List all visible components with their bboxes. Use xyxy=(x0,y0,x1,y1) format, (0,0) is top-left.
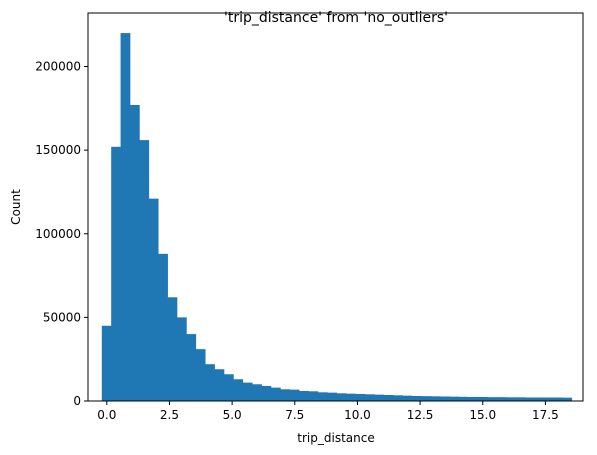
histogram-bar xyxy=(233,379,244,401)
histogram-bar xyxy=(534,397,544,401)
x-axis-ticks: 0.0 2.5 5.0 7.5 10.0 12.5 15.0 17.5 xyxy=(97,401,559,422)
x-axis-label: trip_distance xyxy=(297,431,374,445)
histogram-bar xyxy=(505,397,516,401)
x-tick-label: 10.0 xyxy=(344,408,371,422)
histogram-bar xyxy=(111,146,121,401)
histogram-bar xyxy=(317,392,328,401)
histogram-bar xyxy=(261,385,272,401)
histogram-bar xyxy=(129,104,140,401)
histogram-bar xyxy=(270,387,281,401)
histogram-bar xyxy=(477,396,488,401)
histogram-bar xyxy=(186,334,197,401)
x-tick-label: 7.5 xyxy=(285,408,304,422)
histogram-bar xyxy=(496,397,507,401)
x-tick-label: 15.0 xyxy=(469,408,496,422)
histogram-bar xyxy=(158,253,168,401)
histogram-bar xyxy=(515,397,526,401)
histogram-bar xyxy=(487,397,497,401)
x-tick-label: 2.5 xyxy=(160,408,179,422)
histogram-bar xyxy=(458,396,469,401)
histogram-bar xyxy=(355,393,366,401)
x-tick-label: 5.0 xyxy=(223,408,242,422)
histogram-bar xyxy=(280,389,291,401)
y-tick-label: 0 xyxy=(73,394,81,408)
histogram-bar xyxy=(205,364,215,401)
y-tick-label: 150000 xyxy=(35,143,81,157)
histogram-bar xyxy=(252,384,262,401)
chart-title: 'trip_distance' from 'no_outliers' xyxy=(224,10,448,26)
histogram-bar xyxy=(562,397,573,401)
y-tick-label: 50000 xyxy=(43,310,81,324)
histogram-bar xyxy=(101,325,112,401)
y-axis-ticks: 0 50000 100000 150000 200000 xyxy=(35,60,88,408)
histogram-bar xyxy=(430,396,441,401)
histogram-bar xyxy=(393,395,403,401)
y-tick-label: 200000 xyxy=(35,60,81,74)
histogram-bar xyxy=(402,395,413,401)
histogram-bar xyxy=(148,198,159,401)
histogram-bar xyxy=(299,390,309,401)
histogram-bar xyxy=(524,397,535,401)
histogram-bar xyxy=(468,396,479,401)
y-axis-label: Count xyxy=(9,189,23,225)
histogram-bar xyxy=(176,317,187,401)
histogram-bar xyxy=(383,394,394,401)
bars-group xyxy=(101,33,573,401)
plot-frame xyxy=(87,12,584,402)
histogram-bar xyxy=(543,397,554,401)
histogram-bar xyxy=(167,297,178,401)
histogram-bar xyxy=(440,396,450,401)
histogram-bar xyxy=(421,396,432,401)
histogram-bar xyxy=(242,382,253,401)
histogram-bar xyxy=(139,140,150,401)
histogram-bar xyxy=(346,393,356,401)
histogram-bar xyxy=(374,394,385,401)
histogram-bar xyxy=(411,395,422,401)
histogram-bar xyxy=(289,389,300,401)
histogram-bar xyxy=(214,369,225,401)
x-tick-label: 12.5 xyxy=(407,408,434,422)
x-tick-label: 0.0 xyxy=(97,408,116,422)
histogram-bar xyxy=(552,397,563,401)
y-tick-label: 100000 xyxy=(35,227,81,241)
histogram-bar xyxy=(364,394,375,401)
histogram-bar xyxy=(223,374,234,401)
histogram-bar xyxy=(195,349,206,401)
histogram-bar xyxy=(327,392,338,401)
histogram-bar xyxy=(120,33,131,401)
histogram-bar xyxy=(336,393,347,401)
histogram-bar xyxy=(449,396,460,401)
x-tick-label: 17.5 xyxy=(532,408,559,422)
histogram-bar xyxy=(308,391,319,401)
